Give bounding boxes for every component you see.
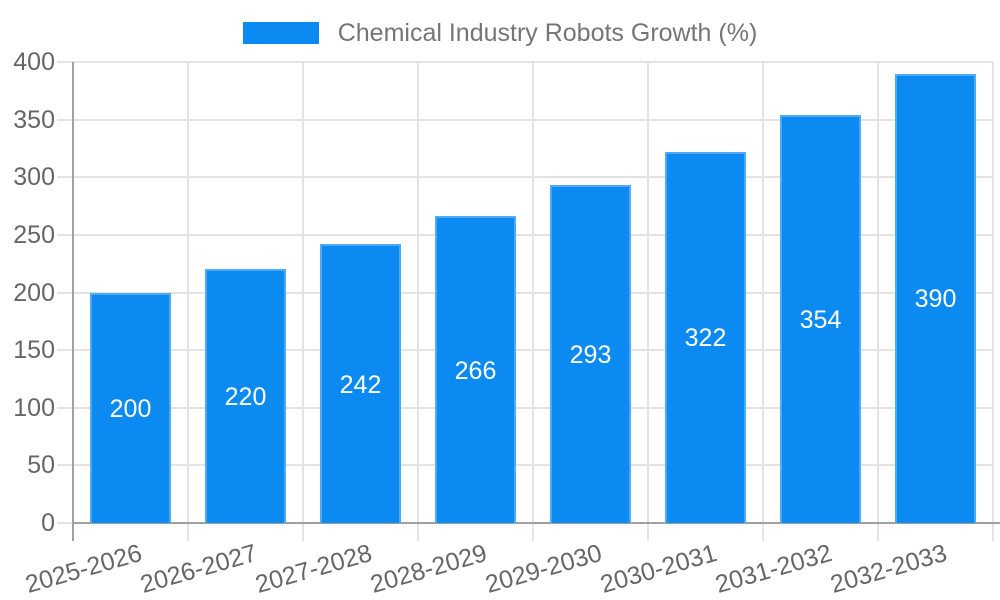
bar-value-label: 200	[109, 394, 152, 423]
x-axis-line	[72, 522, 1000, 524]
y-tick-label: 300	[13, 163, 55, 192]
bar[interactable]: 242	[320, 244, 401, 523]
legend-label: Chemical Industry Robots Growth (%)	[337, 19, 758, 47]
bar-value-label: 220	[224, 383, 267, 412]
y-grid-line	[57, 464, 993, 467]
x-grid-line	[877, 62, 879, 541]
bar[interactable]: 220	[205, 269, 286, 523]
legend-swatch	[242, 22, 319, 44]
y-grid-line	[57, 291, 993, 294]
y-tick-label: 250	[13, 220, 55, 249]
y-tick-label: 50	[27, 451, 55, 480]
x-grid-line	[187, 62, 189, 541]
bar-value-label: 293	[569, 341, 612, 370]
bar-value-label: 390	[914, 285, 957, 314]
x-grid-line	[302, 62, 304, 541]
x-grid-line	[762, 62, 764, 541]
bar[interactable]: 200	[90, 292, 171, 523]
y-tick-label: 100	[13, 393, 55, 422]
y-grid-line	[57, 349, 993, 352]
bar-value-label: 266	[454, 356, 497, 385]
y-tick-label: 0	[41, 509, 55, 537]
x-grid-line	[532, 62, 534, 541]
x-grid-line	[647, 62, 649, 541]
y-grid-line	[57, 233, 993, 236]
y-tick-label: 200	[13, 278, 55, 307]
y-tick-label: 350	[13, 105, 55, 134]
x-grid-line	[992, 62, 994, 541]
bar[interactable]: 266	[435, 216, 516, 523]
bar-value-label: 354	[799, 305, 842, 334]
bar[interactable]: 354	[780, 115, 861, 523]
bar-value-label: 242	[339, 370, 382, 399]
y-grid-line	[57, 61, 993, 63]
legend-item[interactable]: Chemical Industry Robots Growth (%)	[0, 18, 1000, 48]
y-grid-line	[57, 118, 993, 121]
y-grid-line	[57, 406, 993, 409]
bar[interactable]: 390	[895, 73, 976, 523]
y-axis-line	[72, 62, 74, 541]
bar[interactable]: 322	[665, 151, 746, 523]
y-tick-label: 400	[13, 48, 55, 76]
x-grid-line	[417, 62, 419, 541]
y-tick-label: 150	[13, 336, 55, 365]
bar[interactable]: 293	[550, 185, 631, 523]
y-grid-line	[57, 176, 993, 179]
bar-value-label: 322	[684, 324, 727, 353]
